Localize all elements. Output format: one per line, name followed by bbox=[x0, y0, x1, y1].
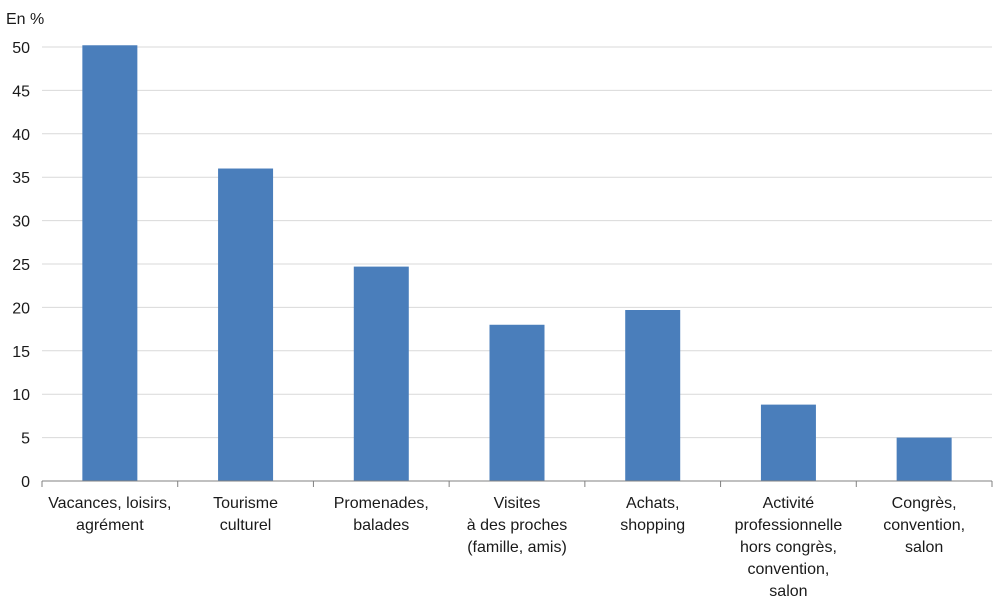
bar bbox=[760, 404, 816, 481]
x-category-label-line: Visites bbox=[494, 495, 541, 512]
x-category-label: Tourisme culturel bbox=[213, 495, 278, 534]
x-category-label-line: culturel bbox=[220, 517, 272, 534]
gridlines bbox=[42, 46, 992, 439]
x-category-label-line: Promenades, bbox=[334, 495, 429, 512]
x-category-label-line: convention, bbox=[883, 517, 965, 534]
x-axis bbox=[41, 480, 993, 487]
bar bbox=[353, 266, 409, 481]
y-tick-label: 0 bbox=[21, 474, 30, 491]
unit-label: En % bbox=[6, 11, 44, 28]
x-category-label: Achats, shopping bbox=[620, 495, 685, 534]
x-category-label-line: shopping bbox=[620, 517, 685, 534]
x-category-label: Activité professionnelle hors congrès, conv… bbox=[735, 495, 843, 600]
x-category-label-line: convention, bbox=[748, 561, 830, 578]
x-category-label: Congrès, convention, salon bbox=[883, 495, 965, 556]
x-category-label-line: à des proches bbox=[467, 517, 568, 534]
y-tick-label: 15 bbox=[12, 344, 30, 361]
x-category-label-line: balades bbox=[353, 517, 409, 534]
x-category-label-line: professionnelle bbox=[735, 517, 843, 534]
bar bbox=[82, 45, 138, 481]
x-category-label-line: hors congrès, bbox=[740, 539, 837, 556]
x-category-label: Promenades, balades bbox=[334, 495, 429, 534]
y-tick-label: 20 bbox=[12, 300, 30, 317]
y-axis-ticks: 0 5 10 15 20 25 30 35 40 45 50 bbox=[12, 40, 30, 491]
bar bbox=[625, 310, 681, 481]
bar bbox=[218, 168, 274, 481]
x-category-label-line: salon bbox=[769, 583, 807, 600]
x-category-label-line: (famille, amis) bbox=[467, 539, 567, 556]
bar bbox=[896, 437, 952, 481]
x-category-label-line: agrément bbox=[76, 517, 144, 534]
x-category-label: Vacances, loisirs, agrément bbox=[48, 495, 171, 534]
y-tick-label: 10 bbox=[12, 387, 30, 404]
x-axis-labels: Vacances, loisirs, agrément Tourisme cultur… bbox=[48, 495, 965, 600]
y-tick-label: 40 bbox=[12, 127, 30, 144]
y-tick-label: 30 bbox=[12, 214, 30, 231]
bars bbox=[82, 45, 952, 481]
y-tick-label: 5 bbox=[21, 431, 30, 448]
x-category-label-line: Achats, bbox=[626, 495, 679, 512]
x-category-label-line: Congrès, bbox=[892, 495, 957, 512]
x-category-label: Visites à des proches (famille, amis) bbox=[467, 495, 568, 556]
x-category-label-line: Vacances, loisirs, bbox=[48, 495, 171, 512]
y-tick-label: 25 bbox=[12, 257, 30, 274]
x-category-label-line: salon bbox=[905, 539, 943, 556]
x-category-label-line: Activité bbox=[763, 495, 815, 512]
y-tick-label: 45 bbox=[12, 83, 30, 100]
y-tick-label: 35 bbox=[12, 170, 30, 187]
bar bbox=[489, 324, 545, 481]
x-category-label-line: Tourisme bbox=[213, 495, 278, 512]
y-tick-label: 50 bbox=[12, 40, 30, 57]
